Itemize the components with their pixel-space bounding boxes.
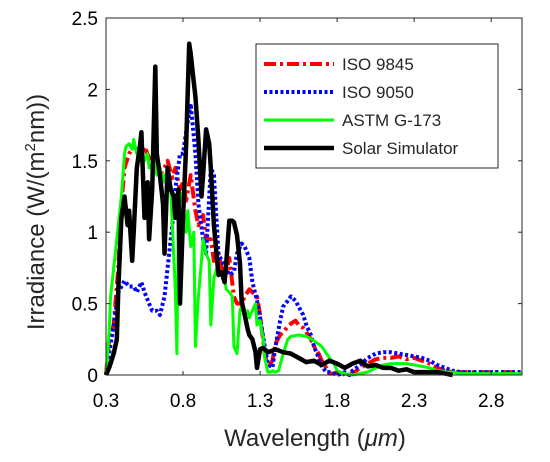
y-tick-label: 0 [87, 366, 98, 387]
x-tick-label: 0.8 [170, 391, 196, 412]
y-tick-label: 0.5 [72, 295, 98, 316]
y-tick-label: 2 [87, 80, 98, 101]
x-tick-label: 2.3 [401, 391, 427, 412]
legend-label: ISO 9845 [342, 55, 414, 74]
ticks: 0.3 0.8 1.3 1.8 2.3 2.8 0 0.5 1 1.5 2 2.5 [72, 9, 522, 412]
axes-box [105, 17, 523, 376]
y-axis-label: Irradiance (W/(m2nm)) [22, 94, 50, 330]
legend: ISO 9845 ISO 9050 ASTM G-173 Solar Simulato… [255, 43, 499, 169]
x-tick-label: 1.3 [247, 391, 273, 412]
x-tick-label: 2.8 [478, 391, 504, 412]
x-tick-label: 1.8 [324, 391, 350, 412]
series-line-solar-simulator [103, 41, 454, 378]
series-layer [103, 41, 522, 378]
x-tick-label: 0.3 [93, 391, 119, 412]
y-tick-label: 1.5 [72, 152, 98, 173]
y-tick-label: 2.5 [72, 9, 98, 30]
legend-label: ASTM G-173 [342, 111, 441, 130]
x-axis-label: Wavelength (μm) [224, 425, 406, 452]
legend-label: Solar Simulator [342, 139, 459, 158]
axes [105, 17, 523, 376]
legend-label: ISO 9050 [342, 83, 414, 102]
y-tick-label: 1 [87, 223, 98, 244]
series-line-astm-g-173 [104, 137, 522, 377]
